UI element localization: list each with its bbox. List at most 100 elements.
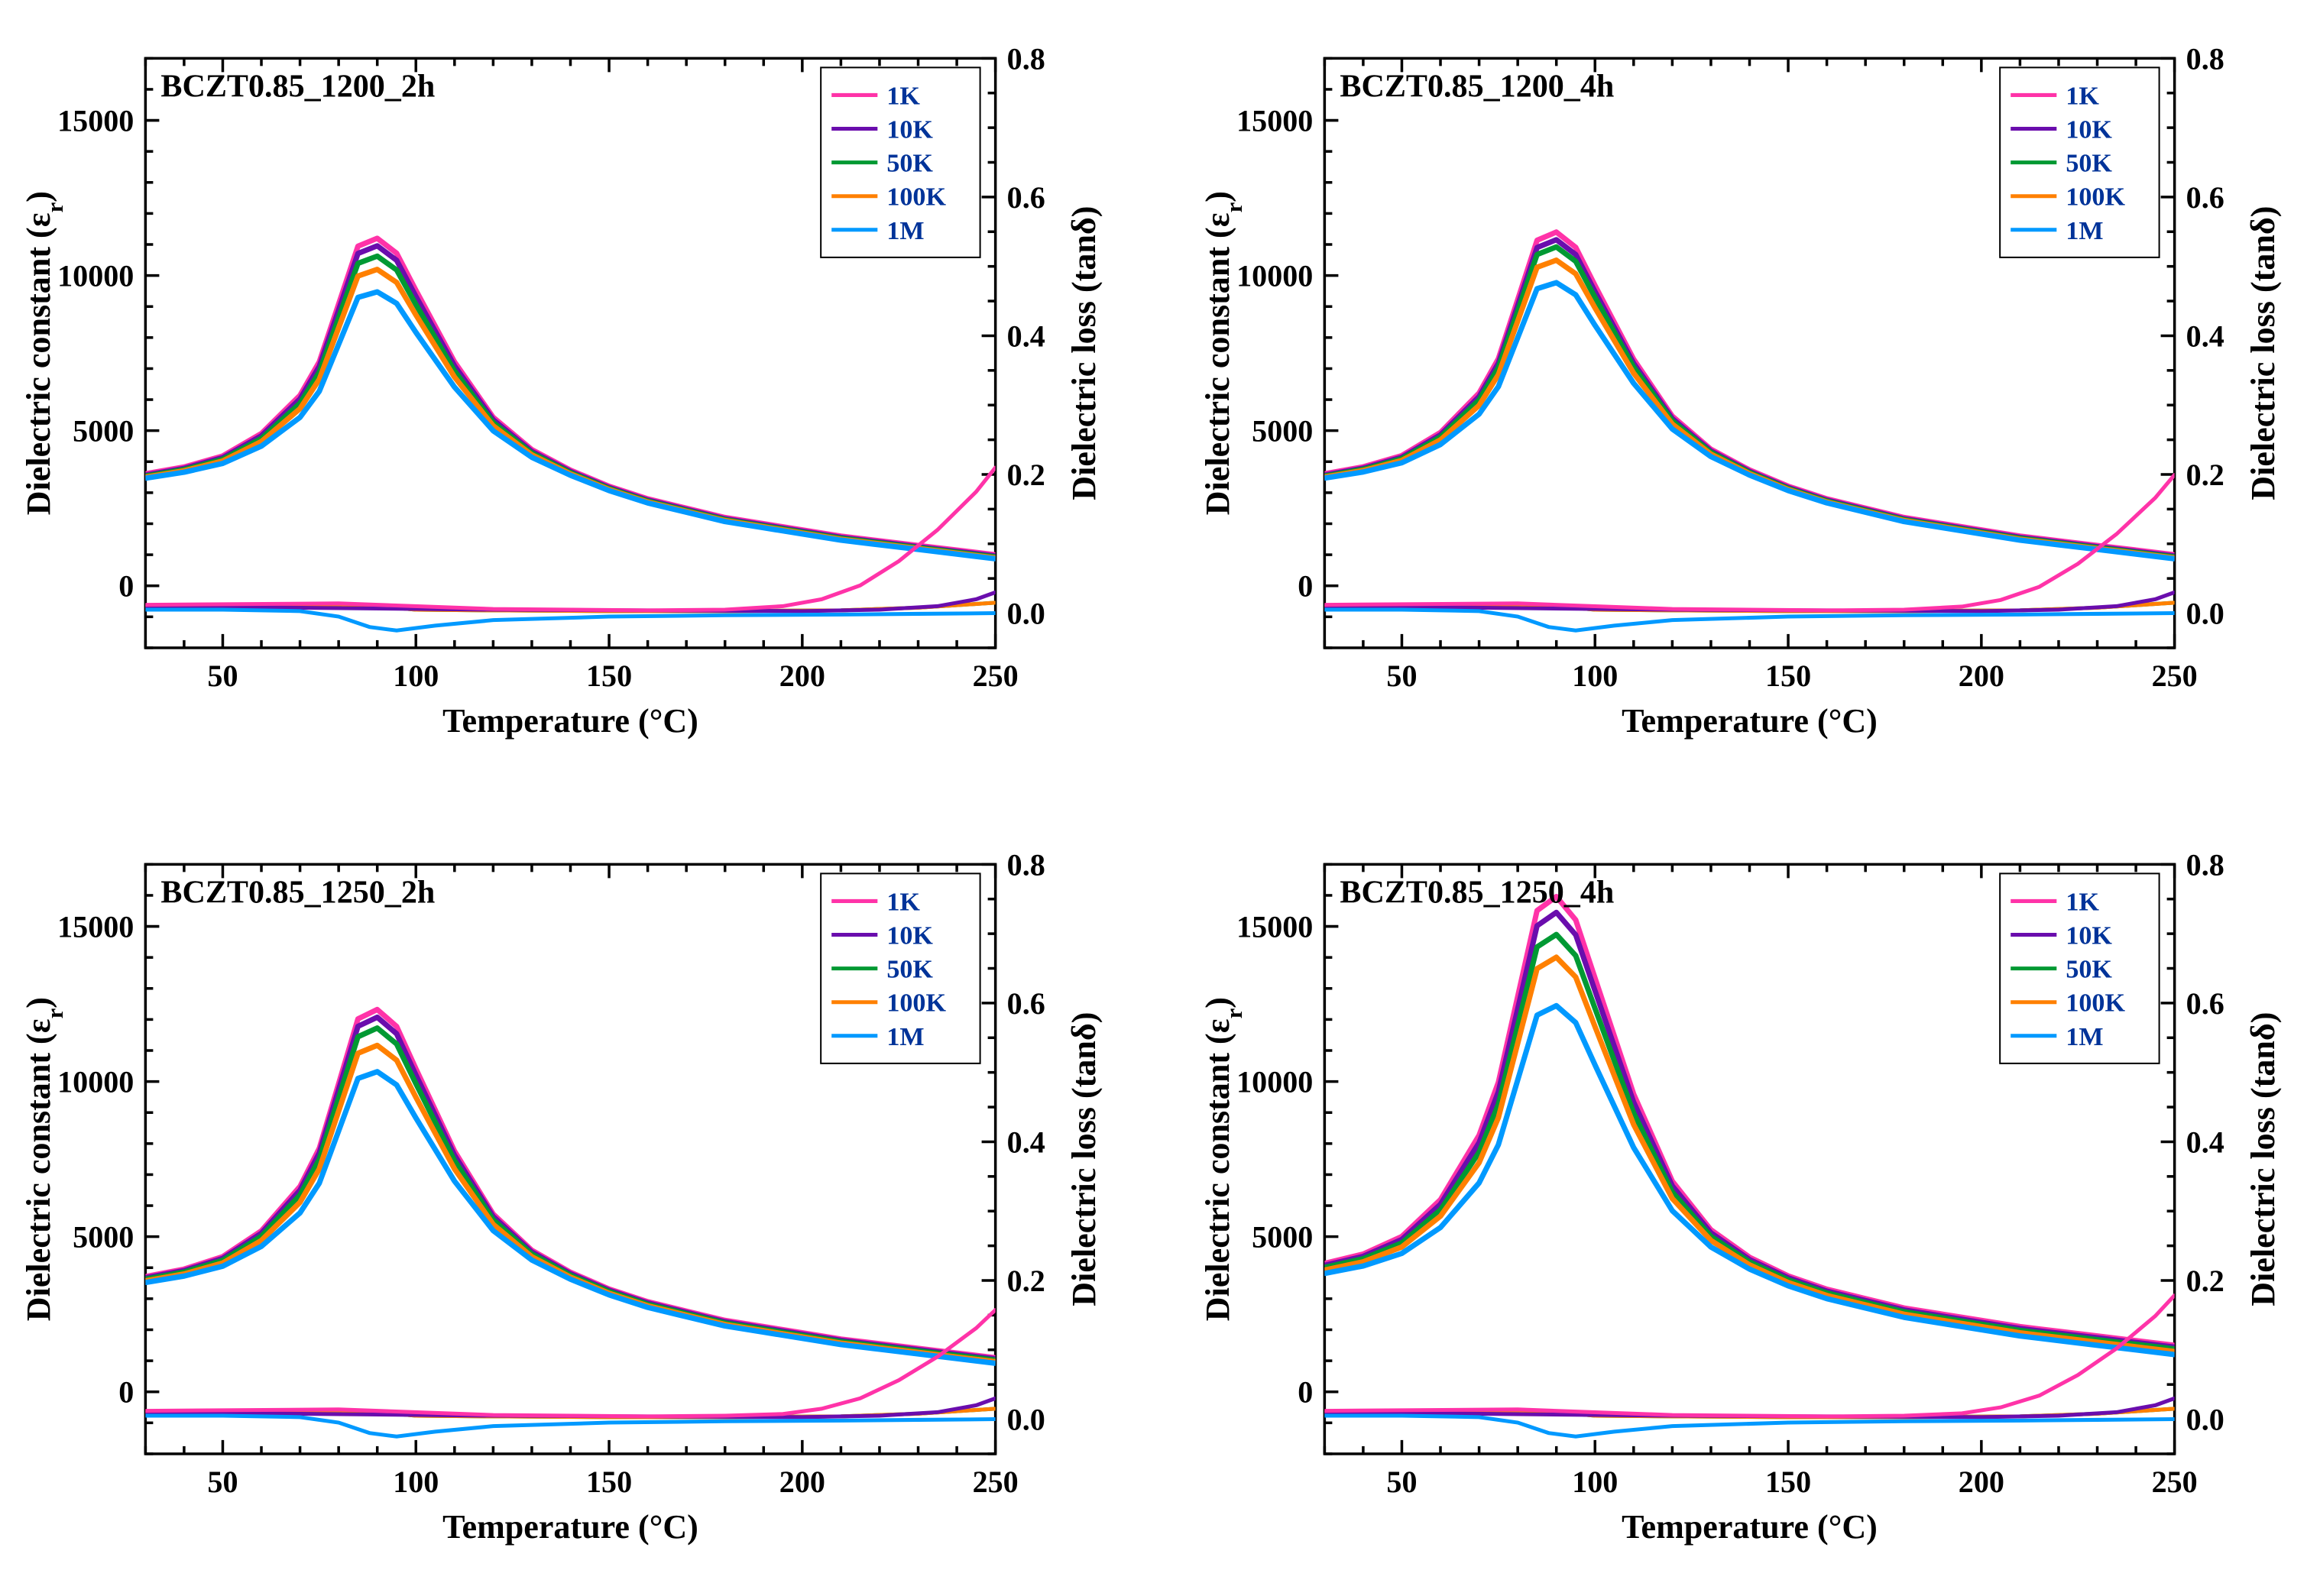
yl-tick-label: 10000 <box>1236 1064 1313 1099</box>
x-axis-label: Temperature (°C) <box>1622 702 1878 740</box>
yr-tick-label: 0.2 <box>2186 1264 2224 1298</box>
legend-label: 100K <box>2066 989 2125 1017</box>
panel-title: BCZT0.85_1250_2h <box>160 875 435 910</box>
legend-label: 50K <box>886 150 933 178</box>
loss-series-1M <box>1324 610 2174 630</box>
legend-label: 1M <box>2066 217 2103 245</box>
x-tick-label: 100 <box>393 1465 439 1499</box>
x-tick-label: 50 <box>1386 1465 1417 1499</box>
eps-series-10K <box>1324 240 2174 556</box>
x-tick-label: 150 <box>1765 1465 1811 1499</box>
yr-tick-label: 0.6 <box>2186 180 2224 215</box>
x-tick-label: 200 <box>1959 1465 2004 1499</box>
x-tick-label: 250 <box>973 659 1019 693</box>
x-tick-label: 200 <box>779 1465 825 1499</box>
yl-tick-label: 15000 <box>1236 104 1313 138</box>
x-tick-label: 100 <box>393 659 439 693</box>
legend-label: 1K <box>2066 82 2099 110</box>
yl-axis-label: Dielectric constant (εr) <box>20 997 68 1321</box>
x-tick-label: 150 <box>586 659 632 693</box>
legend-label: 100K <box>2066 183 2125 212</box>
eps-series-50K <box>1324 247 2174 557</box>
yr-tick-label: 0.4 <box>2186 1125 2224 1159</box>
x-axis-label: Temperature (°C) <box>442 1508 698 1546</box>
x-axis-label: Temperature (°C) <box>1622 1508 1878 1546</box>
x-tick-label: 200 <box>1959 659 2004 693</box>
x-tick-label: 150 <box>1765 659 1811 693</box>
loss-series-1M <box>1324 1416 2174 1436</box>
eps-series-50K <box>145 1028 995 1360</box>
yr-tick-label: 0.8 <box>1007 847 1045 882</box>
yr-tick-label: 0.4 <box>2186 319 2224 353</box>
legend-label: 1M <box>2066 1022 2103 1051</box>
legend-label: 10K <box>2066 116 2112 144</box>
legend-label: 10K <box>886 921 933 950</box>
legend-label: 50K <box>2066 150 2112 178</box>
legend-label: 1K <box>886 888 920 916</box>
legend-label: 10K <box>886 116 933 144</box>
legend-label: 1M <box>886 217 924 245</box>
yl-tick-label: 15000 <box>57 104 134 138</box>
eps-series-50K <box>145 256 995 557</box>
x-tick-label: 100 <box>1572 1465 1618 1499</box>
panel-svg: 501001502002500500010000150000.00.20.40.… <box>1194 821 2305 1581</box>
x-tick-label: 150 <box>586 1465 632 1499</box>
eps-series-1K <box>145 238 995 555</box>
yr-tick-label: 0.8 <box>1007 41 1045 76</box>
yr-tick-label: 0.6 <box>1007 180 1045 215</box>
yl-axis-label: Dielectric constant (εr) <box>1199 997 1247 1321</box>
yl-tick-label: 15000 <box>1236 909 1313 944</box>
panel-title: BCZT0.85_1200_2h <box>160 69 435 104</box>
legend-label: 1M <box>886 1022 924 1051</box>
yr-axis-label: Dielectric loss (tanδ) <box>1065 206 1103 500</box>
yl-tick-label: 0 <box>118 1374 134 1409</box>
yl-tick-label: 10000 <box>1236 259 1313 293</box>
eps-series-10K <box>145 246 995 556</box>
x-tick-label: 250 <box>2152 659 2198 693</box>
loss-series-1K <box>1324 1295 2174 1416</box>
yl-tick-label: 5000 <box>1252 414 1313 448</box>
chart-panel-3: 501001502002500500010000150000.00.20.40.… <box>15 821 1126 1581</box>
yr-axis-label: Dielectric loss (tanδ) <box>1065 1012 1103 1306</box>
panel-title: BCZT0.85_1250_4h <box>1340 875 1614 910</box>
yr-tick-label: 0.4 <box>1007 1125 1045 1159</box>
chart-panel-2: 501001502002500500010000150000.00.20.40.… <box>1194 15 2305 775</box>
yl-tick-label: 10000 <box>57 259 134 293</box>
yl-tick-label: 0 <box>1298 1374 1313 1409</box>
x-tick-label: 250 <box>2152 1465 2198 1499</box>
yr-axis-label: Dielectric loss (tanδ) <box>2244 206 2282 500</box>
x-tick-label: 50 <box>207 659 238 693</box>
yl-tick-label: 5000 <box>73 1219 134 1254</box>
eps-series-1K <box>1324 232 2174 555</box>
yr-tick-label: 0.2 <box>2186 458 2224 492</box>
yr-tick-label: 0.4 <box>1007 319 1045 353</box>
yr-axis-label: Dielectric loss (tanδ) <box>2244 1012 2282 1306</box>
yr-tick-label: 0.0 <box>1007 1402 1045 1436</box>
eps-series-100K <box>1324 261 2174 558</box>
loss-series-1M <box>145 1416 995 1436</box>
yl-tick-label: 5000 <box>1252 1219 1313 1254</box>
x-tick-label: 250 <box>973 1465 1019 1499</box>
yl-axis-label: Dielectric constant (εr) <box>20 191 68 515</box>
legend-label: 1K <box>886 82 920 110</box>
panel-svg: 501001502002500500010000150000.00.20.40.… <box>15 821 1126 1581</box>
chart-grid: 501001502002500500010000150000.00.20.40.… <box>15 15 2305 1581</box>
chart-panel-1: 501001502002500500010000150000.00.20.40.… <box>15 15 1126 775</box>
yl-tick-label: 5000 <box>73 414 134 448</box>
panel-svg: 501001502002500500010000150000.00.20.40.… <box>1194 15 2305 775</box>
loss-series-1M <box>145 610 995 630</box>
legend-label: 50K <box>2066 955 2112 983</box>
yl-tick-label: 0 <box>118 569 134 604</box>
legend-label: 50K <box>886 955 933 983</box>
legend-label: 10K <box>2066 921 2112 950</box>
x-tick-label: 50 <box>1386 659 1417 693</box>
eps-series-10K <box>145 1017 995 1358</box>
loss-series-1K <box>145 1309 995 1416</box>
chart-panel-4: 501001502002500500010000150000.00.20.40.… <box>1194 821 2305 1581</box>
yr-tick-label: 0.6 <box>1007 986 1045 1020</box>
legend-label: 100K <box>886 183 946 212</box>
x-tick-label: 100 <box>1572 659 1618 693</box>
yr-tick-label: 0.2 <box>1007 458 1045 492</box>
panel-title: BCZT0.85_1200_4h <box>1340 69 1614 104</box>
legend-label: 1K <box>2066 888 2099 916</box>
